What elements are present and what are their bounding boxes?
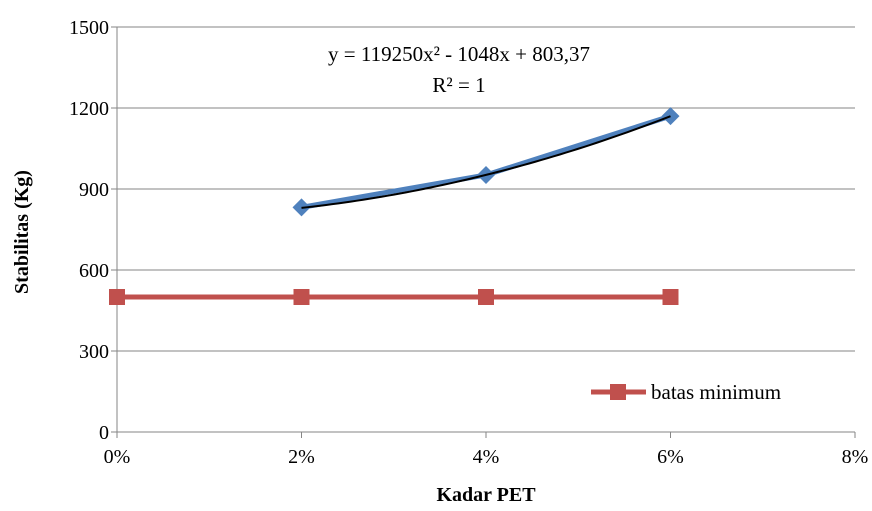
x-tick-labels: 0% 2% 4% 6% 8%	[104, 446, 869, 468]
legend: batas minimum	[591, 380, 781, 404]
data-point-stability-2	[661, 107, 680, 126]
gridlines	[117, 26, 855, 352]
y-tick-label: 1500	[69, 17, 109, 39]
legend-label-batas-minimum: batas minimum	[651, 380, 781, 404]
axes	[111, 26, 856, 438]
trendline-equation: y = 119250x² - 1048x + 803,37	[328, 42, 590, 66]
data-point-minimum-3	[662, 289, 679, 305]
x-axis-title: Kadar PET	[436, 484, 536, 506]
legend-marker-batas-minimum	[610, 384, 626, 400]
trendline-r-squared: R² = 1	[432, 73, 485, 97]
x-tick-label: 8%	[842, 446, 869, 468]
x-tick-label: 0%	[104, 446, 131, 468]
data-point-minimum-1	[293, 289, 310, 305]
trendline-layer	[301, 115, 671, 209]
trendline-curve	[301, 115, 671, 209]
y-tick-label: 1200	[69, 98, 109, 120]
y-tick-label: 0	[99, 422, 109, 444]
data-point-minimum-2	[478, 289, 494, 305]
y-tick-label: 300	[79, 341, 109, 363]
x-tick-label: 2%	[288, 446, 315, 468]
x-tick-label: 6%	[657, 446, 684, 468]
y-tick-labels: 0 300 600 900 1200 1500	[69, 17, 109, 444]
y-tick-label: 600	[79, 260, 109, 282]
y-axis-title: Stabilitas (Kg)	[11, 170, 33, 294]
y-tick-label: 900	[79, 179, 109, 201]
data-point-minimum-0	[109, 289, 125, 305]
x-tick-label: 4%	[473, 446, 500, 468]
